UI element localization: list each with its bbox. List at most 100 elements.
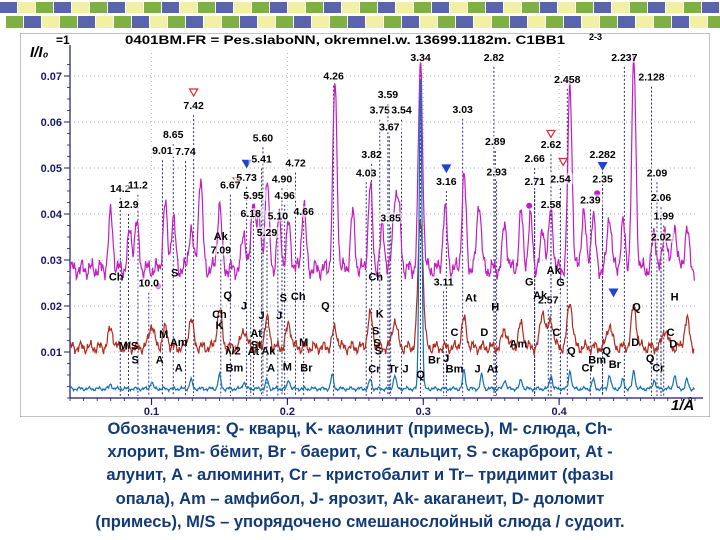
decor-tile	[378, 2, 395, 13]
decor-tile	[702, 2, 719, 13]
phase-label: Q	[646, 353, 655, 365]
d-spacing-label: 2.62	[541, 139, 562, 151]
phase-label: S	[373, 337, 380, 349]
phase-label: G	[556, 277, 565, 289]
phase-label: Am	[170, 337, 188, 349]
legend-line-4: опала), Am – амфибол, J- ярозит, Ak- ака…	[115, 489, 605, 508]
y-tick-label: 0.02	[41, 301, 62, 313]
phase-label: S	[280, 292, 287, 304]
decor-tile	[654, 16, 671, 28]
decor-tile	[522, 2, 539, 13]
d-spacing-label: 3.67	[379, 121, 400, 133]
d-spacing-label: 12.9	[118, 199, 139, 211]
phase-label: C	[552, 327, 560, 339]
d-spacing-label: 2.93	[486, 166, 507, 178]
phase-label: Ch	[368, 272, 383, 284]
decor-tile	[126, 2, 143, 13]
plot-frame	[20, 33, 710, 417]
legend-line-1: Обозначения: Q- кварц, K- каолинит (прим…	[107, 420, 613, 438]
decor-tile	[600, 16, 617, 28]
decor-tile	[96, 16, 113, 28]
d-spacing-label: 3.11	[434, 276, 454, 288]
phase-label: M	[299, 337, 308, 349]
phase-label: Q	[602, 345, 611, 357]
phase-label: Ak	[547, 265, 562, 277]
legend-line-2: хлорит, Bm- бёмит, Br - баерит, C - каль…	[107, 443, 613, 462]
phase-label: G	[525, 276, 534, 288]
d-spacing-label: 5.29	[257, 227, 278, 239]
decor-tile	[60, 16, 77, 28]
x-tick-label: 0.2	[280, 406, 295, 417]
phase-label: At	[250, 328, 262, 340]
decor-tile	[630, 2, 647, 13]
d-spacing-label: 4.72	[285, 158, 306, 170]
decor-tile	[168, 16, 185, 28]
d-spacing-label: 4.66	[293, 206, 314, 218]
d-spacing-label: 2.54	[550, 173, 571, 185]
decor-tile	[450, 2, 467, 13]
decor-tile	[432, 2, 449, 13]
decor-tile	[474, 16, 491, 28]
phase-label: λ/2	[225, 345, 240, 357]
d-spacing-label: 3.54	[391, 105, 412, 117]
d-spacing-label: 3.75	[370, 105, 391, 117]
decor-tile	[180, 2, 197, 13]
series-line	[69, 220, 695, 356]
d-spacing-label: 7.42	[183, 100, 204, 112]
decor-tile	[636, 16, 653, 28]
phase-label: Bm	[446, 364, 464, 376]
phase-label: J	[241, 301, 247, 313]
d-spacing-label: 1.99	[654, 211, 675, 223]
decor-tile	[666, 2, 683, 13]
phase-label: Ch	[291, 291, 306, 303]
decor-tile	[114, 16, 131, 28]
d-spacing-label: 5.41	[251, 153, 272, 165]
decor-tile	[510, 16, 527, 28]
phase-label: D	[480, 327, 488, 339]
phase-label: Br	[300, 362, 313, 374]
decor-tile	[144, 2, 161, 13]
phase-label: J	[276, 310, 282, 322]
y-tick-label: 0.06	[41, 117, 62, 129]
decor-tile	[576, 2, 593, 13]
decor-tile	[564, 16, 581, 28]
decor-tile	[108, 2, 125, 13]
phase-label: K	[376, 309, 384, 321]
d-spacing-label: 11.2	[128, 180, 148, 192]
decor-tile	[234, 2, 251, 13]
chart-title-superscript: 2-3	[589, 33, 602, 42]
decor-tile	[36, 2, 53, 13]
decor-tile	[150, 16, 167, 28]
d-spacing-label: 2.39	[580, 194, 601, 206]
decor-tile	[366, 16, 383, 28]
phase-label: H	[671, 291, 679, 303]
d-spacing-label: 5.60	[253, 132, 274, 144]
d-spacing-label: 5.95	[243, 190, 264, 202]
series-line	[69, 79, 695, 393]
decor-tile	[420, 16, 437, 28]
decor-tile	[342, 2, 359, 13]
d-spacing-label: 3.03	[452, 104, 473, 116]
decor-tile	[540, 2, 557, 13]
phase-label: D	[669, 338, 677, 350]
decor-tile	[288, 2, 305, 13]
legend-line-3: алунит, A - алюминит, Cr – кристобалит и…	[106, 466, 614, 485]
chart-title: 0401BM.FR = Pes.slaboNN, okremnel.w. 136…	[125, 33, 565, 47]
d-spacing-label: 2.71	[524, 176, 545, 188]
d-spacing-label: 3.34	[410, 52, 431, 64]
decor-tile	[312, 16, 329, 28]
phase-label: S	[372, 326, 379, 338]
d-spacing-label: 5.10	[268, 211, 289, 223]
decor-tile	[546, 16, 563, 28]
d-spacing-label: 7.09	[211, 245, 232, 257]
decor-tile	[528, 16, 545, 28]
peak-marker-open	[558, 157, 569, 167]
d-spacing-label: 2.09	[647, 167, 668, 179]
phase-label: C	[667, 327, 675, 339]
decor-tile	[330, 16, 347, 28]
decor-tile	[78, 16, 95, 28]
phase-label: Br	[428, 355, 441, 367]
phase-label: D	[631, 337, 639, 349]
slide-decor-bar	[0, 0, 720, 32]
decor-tile	[558, 2, 575, 13]
